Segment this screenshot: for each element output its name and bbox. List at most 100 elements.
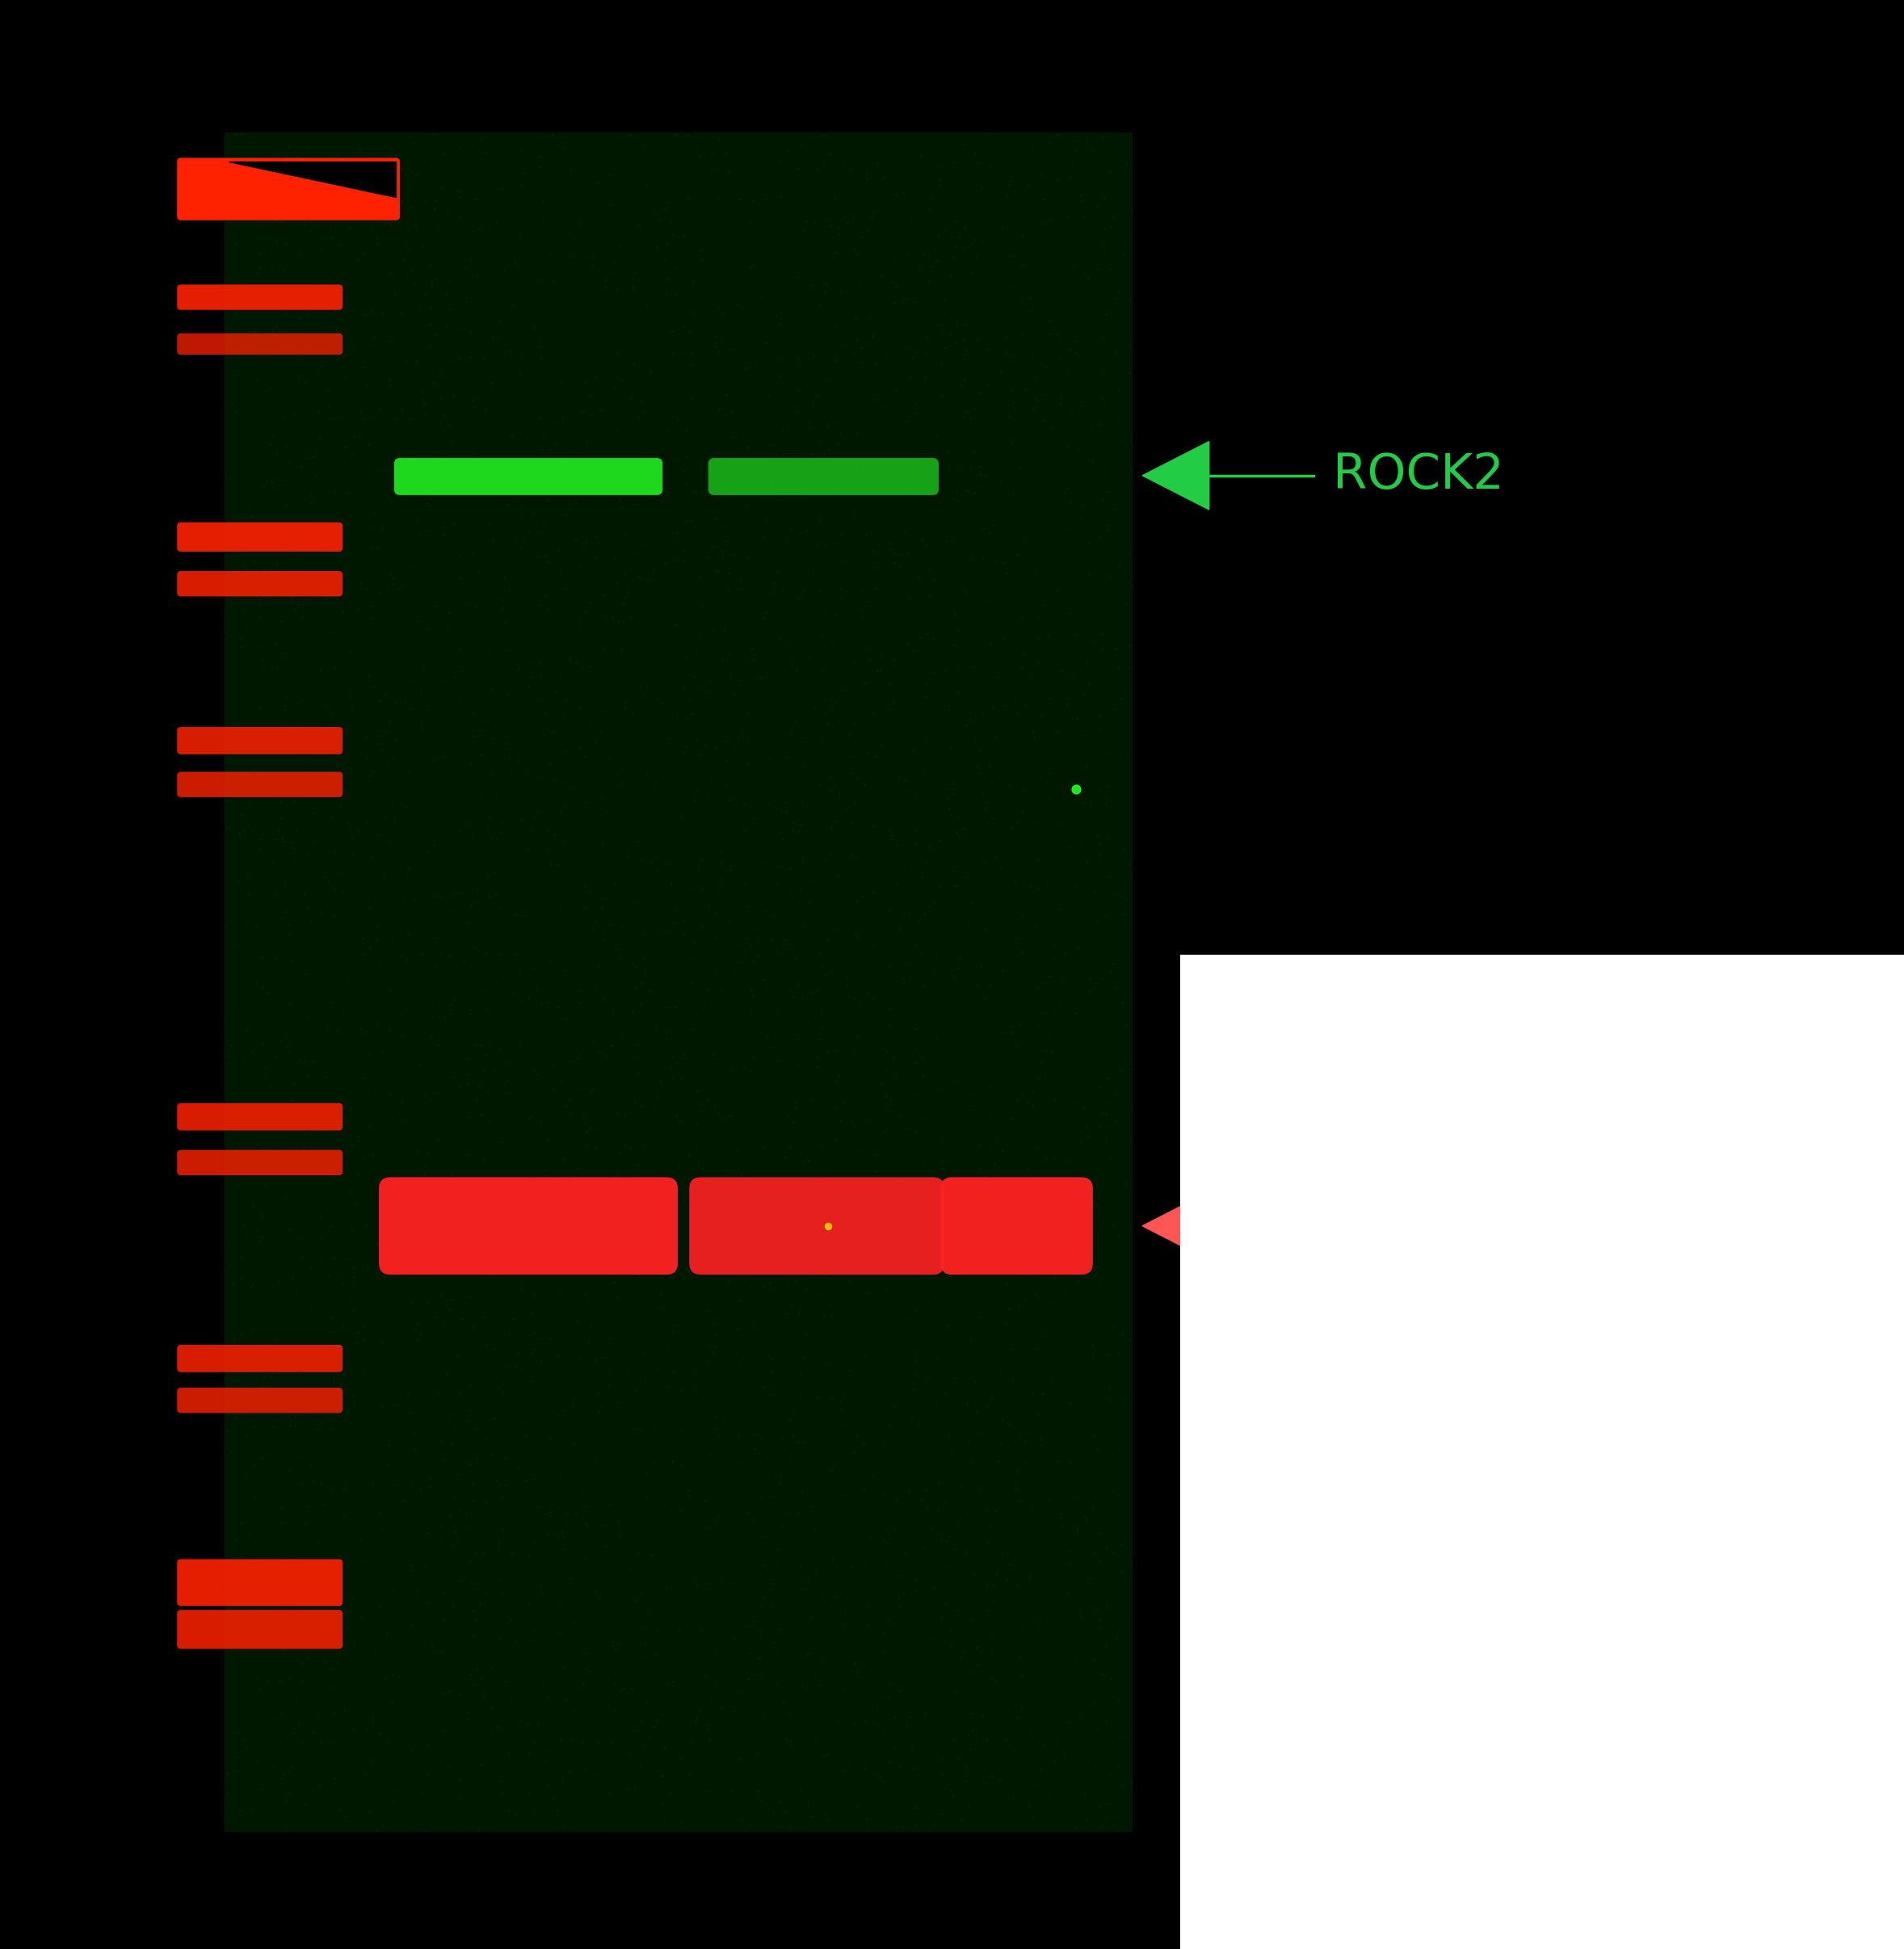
Point (781, 655, 811, 686)
Point (803, 575, 834, 606)
Point (406, 1319, 436, 1351)
Point (925, 1797, 956, 1828)
Point (388, 244, 419, 275)
Point (588, 631, 619, 663)
Point (318, 1242, 348, 1273)
Point (232, 1419, 263, 1450)
Point (798, 1084, 828, 1115)
Point (678, 928, 708, 959)
Point (326, 339, 356, 370)
Point (1061, 1512, 1091, 1544)
Point (685, 1639, 716, 1670)
Point (438, 345, 468, 376)
Point (571, 1639, 602, 1670)
Point (533, 483, 564, 515)
Point (901, 1791, 931, 1822)
Point (446, 314, 476, 345)
Point (478, 524, 508, 555)
Point (811, 1144, 842, 1175)
Point (221, 1768, 251, 1799)
Point (390, 686, 421, 717)
Point (215, 904, 246, 936)
Point (904, 456, 935, 487)
Point (891, 766, 922, 797)
Point (356, 329, 387, 361)
Point (295, 216, 326, 248)
Point (362, 1760, 392, 1791)
Point (807, 684, 838, 715)
Point (1078, 1421, 1108, 1452)
Point (1072, 1485, 1102, 1516)
Point (704, 1006, 735, 1037)
Point (941, 1362, 971, 1394)
Point (931, 1401, 962, 1433)
Point (994, 425, 1024, 456)
Point (1106, 988, 1137, 1019)
Point (975, 150, 1005, 181)
Point (693, 1581, 724, 1612)
Point (737, 1242, 767, 1273)
Point (407, 711, 438, 743)
Point (605, 633, 636, 665)
Point (821, 1035, 851, 1066)
Point (326, 1624, 356, 1655)
Point (569, 1754, 600, 1785)
Point (626, 1612, 657, 1643)
Point (626, 1725, 657, 1756)
Point (316, 1302, 347, 1333)
Point (626, 1748, 657, 1779)
Point (914, 1360, 944, 1392)
Point (670, 643, 701, 674)
Point (824, 1703, 855, 1735)
Point (1106, 898, 1137, 930)
Point (468, 1179, 499, 1210)
Point (310, 197, 341, 228)
Point (1068, 1117, 1099, 1148)
Point (963, 148, 994, 179)
Point (626, 563, 657, 594)
Point (425, 382, 455, 413)
Point (333, 965, 364, 996)
Point (455, 748, 486, 780)
Point (263, 817, 293, 848)
Point (935, 320, 965, 351)
Point (265, 1536, 295, 1567)
Point (282, 1590, 312, 1622)
Point (741, 1255, 771, 1286)
Point (362, 222, 392, 253)
Point (609, 768, 640, 799)
Point (1007, 776, 1038, 807)
Point (1114, 653, 1144, 684)
Point (952, 577, 982, 608)
Point (697, 700, 727, 731)
Point (876, 669, 906, 700)
Point (838, 805, 868, 836)
Point (973, 516, 1003, 548)
Point (234, 877, 265, 908)
Point (880, 546, 910, 577)
Point (487, 1127, 518, 1158)
Point (653, 1267, 684, 1298)
Point (668, 1037, 699, 1068)
Point (638, 1448, 668, 1479)
Point (244, 834, 274, 865)
Point (647, 1292, 678, 1323)
Point (680, 1323, 710, 1355)
Point (316, 212, 347, 244)
Point (446, 1764, 476, 1795)
Point (423, 214, 453, 246)
Point (489, 1068, 520, 1099)
Point (360, 887, 390, 918)
Point (927, 1744, 958, 1776)
Point (562, 1154, 592, 1185)
Point (246, 604, 276, 635)
Point (733, 1497, 764, 1528)
Point (602, 719, 632, 750)
Point (779, 1191, 809, 1222)
Point (554, 645, 585, 676)
Point (548, 1144, 579, 1175)
Point (257, 242, 288, 273)
Point (784, 1051, 815, 1082)
Point (428, 1577, 459, 1608)
Point (289, 366, 320, 398)
